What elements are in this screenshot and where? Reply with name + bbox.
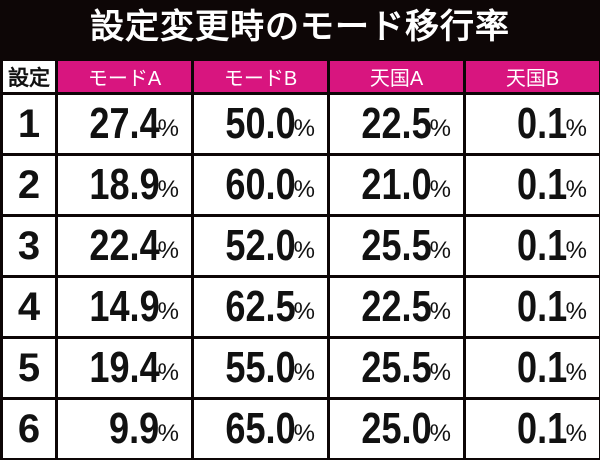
percent-unit: % [293, 420, 315, 447]
percent-unit: % [157, 176, 179, 203]
percent-unit: % [565, 298, 587, 325]
rate-value: 0.1 [517, 221, 568, 270]
setting-cell: 6 [3, 400, 55, 458]
percent-unit: % [429, 237, 451, 264]
rate-value: 0.1 [517, 160, 568, 209]
page-title: 設定変更時のモード移行率 [90, 8, 510, 46]
rate-cell: 14.9% [58, 278, 191, 336]
percent-unit: % [157, 420, 179, 447]
percent-unit: % [293, 359, 315, 386]
percent-unit: % [157, 298, 179, 325]
rate-value: 0.1 [517, 404, 568, 453]
rate-cell: 21.0% [330, 156, 463, 214]
rate-value: 0.1 [517, 99, 568, 148]
percent-unit: % [429, 420, 451, 447]
rate-cell: 22.4% [58, 217, 191, 275]
rate-value: 22.4 [89, 221, 160, 270]
percent-unit: % [565, 115, 587, 142]
rate-cell: 0.1% [466, 400, 599, 458]
percent-unit: % [565, 420, 587, 447]
rate-cell: 60.0% [194, 156, 327, 214]
percent-unit: % [293, 176, 315, 203]
rate-cell: 25.5% [330, 217, 463, 275]
rate-value: 62.5 [225, 282, 296, 331]
rate-cell: 9.9% [58, 400, 191, 458]
percent-unit: % [565, 359, 587, 386]
rate-value: 9.9 [109, 404, 160, 453]
rate-value: 55.0 [225, 343, 296, 392]
rate-value: 22.5 [361, 282, 432, 331]
rate-value: 65.0 [225, 404, 296, 453]
setting-cell: 3 [3, 217, 55, 275]
rate-value: 25.5 [361, 221, 432, 270]
setting-cell: 5 [3, 339, 55, 397]
rate-value: 25.5 [361, 343, 432, 392]
rate-cell: 19.4% [58, 339, 191, 397]
rate-cell: 0.1% [466, 278, 599, 336]
percent-unit: % [429, 359, 451, 386]
rate-value: 52.0 [225, 221, 296, 270]
percent-unit: % [429, 115, 451, 142]
rate-cell: 0.1% [466, 95, 599, 153]
percent-unit: % [157, 237, 179, 264]
rate-value: 25.0 [361, 404, 432, 453]
setting-cell: 1 [3, 95, 55, 153]
percent-unit: % [429, 176, 451, 203]
rate-cell: 27.4% [58, 95, 191, 153]
rate-cell: 0.1% [466, 156, 599, 214]
rate-value: 18.9 [89, 160, 160, 209]
percent-unit: % [293, 298, 315, 325]
column-header: 天国A [330, 61, 463, 92]
column-header: モードB [194, 61, 327, 92]
mode-transition-table: 設定 モードA モードB 天国A 天国B 1 27.4% 50.0% 22.5% 0.1% 2 18.… [3, 61, 599, 458]
rate-cell: 22.5% [330, 278, 463, 336]
percent-unit: % [157, 359, 179, 386]
rate-cell: 0.1% [466, 217, 599, 275]
rate-value: 21.0 [361, 160, 432, 209]
column-header: モードA [58, 61, 191, 92]
rate-cell: 50.0% [194, 95, 327, 153]
percent-unit: % [293, 237, 315, 264]
setting-cell: 4 [3, 278, 55, 336]
rate-value: 0.1 [517, 282, 568, 331]
percent-unit: % [157, 115, 179, 142]
column-header: 天国B [466, 61, 599, 92]
rate-value: 19.4 [89, 343, 160, 392]
rate-cell: 18.9% [58, 156, 191, 214]
column-header: 設定 [3, 61, 55, 92]
rate-value: 60.0 [225, 160, 296, 209]
percent-unit: % [429, 298, 451, 325]
percent-unit: % [293, 115, 315, 142]
rate-cell: 25.0% [330, 400, 463, 458]
rate-cell: 62.5% [194, 278, 327, 336]
rate-cell: 65.0% [194, 400, 327, 458]
rate-value: 0.1 [517, 343, 568, 392]
rate-cell: 55.0% [194, 339, 327, 397]
rate-cell: 25.5% [330, 339, 463, 397]
percent-unit: % [565, 237, 587, 264]
rate-cell: 22.5% [330, 95, 463, 153]
rate-value: 50.0 [225, 99, 296, 148]
rate-value: 27.4 [89, 99, 160, 148]
rate-value: 22.5 [361, 99, 432, 148]
rate-cell: 0.1% [466, 339, 599, 397]
rate-value: 14.9 [89, 282, 160, 331]
setting-cell: 2 [3, 156, 55, 214]
rate-cell: 52.0% [194, 217, 327, 275]
percent-unit: % [565, 176, 587, 203]
